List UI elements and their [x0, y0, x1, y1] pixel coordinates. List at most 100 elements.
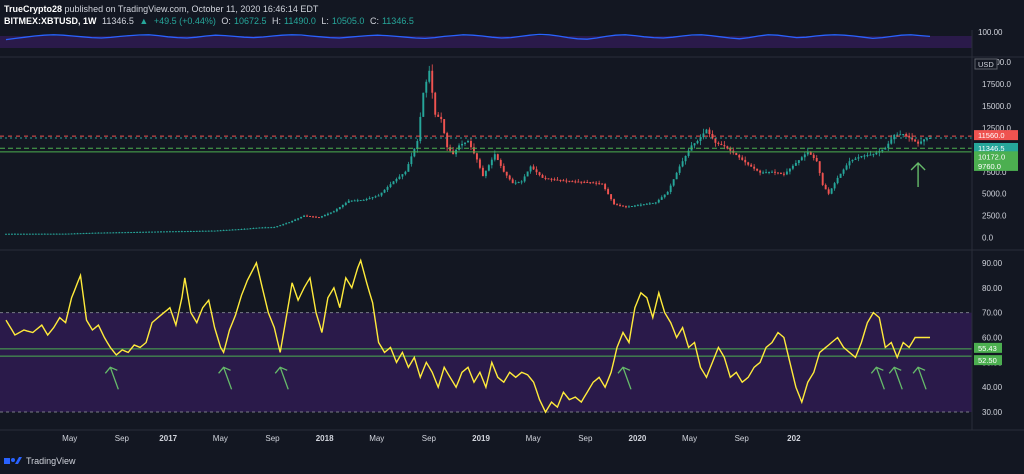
candle-body — [774, 171, 776, 173]
price-tick-label: 5000.0 — [982, 190, 1007, 199]
candle-body — [881, 149, 884, 152]
candle-body — [5, 233, 7, 235]
candle-body — [383, 189, 386, 193]
candle-body — [94, 232, 97, 234]
candle-body — [777, 172, 779, 174]
candle-body — [839, 173, 842, 178]
candle-body — [154, 231, 156, 233]
candle-body — [589, 182, 592, 184]
candle-body — [124, 232, 127, 234]
candle-body — [306, 215, 309, 217]
publisher-name[interactable]: TrueCrypto28 — [4, 4, 63, 14]
support-1-tag: 10172.0 — [978, 152, 1005, 161]
candle-body — [720, 143, 723, 146]
candle-body — [547, 178, 550, 180]
candle-body — [252, 228, 255, 230]
candle-body — [747, 162, 750, 165]
price-tick-label: 7500.0 — [982, 168, 1007, 177]
candle-body — [234, 229, 237, 231]
candle-body — [598, 183, 601, 185]
time-tick-label: Sep — [115, 434, 130, 443]
candle-body — [121, 232, 124, 234]
rsi-tick-label: 80.00 — [982, 284, 1003, 293]
candle-body — [467, 141, 469, 143]
candle-body — [651, 202, 654, 204]
currency-label: USD — [978, 60, 994, 69]
time-tick-label: May — [62, 434, 77, 443]
candle-body — [806, 151, 809, 155]
candle-body — [571, 181, 574, 183]
candle-body — [911, 137, 914, 140]
candle-body — [213, 230, 216, 232]
candle-body — [750, 164, 753, 167]
candle-body — [183, 231, 186, 233]
publish-line: TrueCrypto28 published on TradingView.co… — [4, 3, 417, 15]
price-change: +49.5 (+0.44%) — [153, 16, 216, 26]
candle-body — [127, 232, 130, 234]
candle-body — [893, 134, 896, 140]
candle-body — [419, 116, 422, 142]
rsi-tick-label: 70.00 — [982, 309, 1003, 318]
candle-body — [627, 206, 630, 208]
candle-body — [908, 135, 911, 138]
rsi-tick-label: 40.00 — [982, 383, 1003, 392]
rsi-arrow-icon — [218, 366, 233, 390]
candle-body — [663, 194, 666, 198]
candle-body — [16, 233, 19, 235]
time-tick-label: Sep — [265, 434, 280, 443]
candle-body — [657, 199, 660, 203]
rsi-upper-tag-bg — [974, 342, 1002, 353]
symbol-label[interactable]: BITMEX:XBTUSD, 1W — [4, 16, 97, 26]
candle-body — [323, 214, 326, 217]
candle-body — [258, 227, 261, 229]
candle-body — [920, 141, 923, 144]
candle-body — [222, 230, 225, 232]
candle-body — [809, 151, 812, 155]
candle-body — [595, 182, 598, 184]
candle-body — [478, 159, 481, 168]
candle-body — [833, 183, 836, 189]
candle-body — [723, 145, 726, 147]
candle-body — [22, 233, 25, 235]
candle-body — [362, 199, 365, 201]
high-label: H: — [272, 16, 281, 26]
candle-body — [243, 228, 246, 230]
candle-body — [106, 232, 109, 234]
candle-body — [76, 233, 79, 235]
candle-body — [642, 204, 645, 206]
candle-body — [803, 154, 806, 158]
candle-body — [142, 231, 145, 233]
candle-body — [446, 133, 449, 148]
candle-body — [407, 164, 410, 172]
candle-body — [425, 81, 428, 93]
candle-body — [917, 141, 920, 144]
candle-body — [225, 229, 228, 231]
candle-body — [899, 134, 902, 136]
support-1-tag-bg — [974, 151, 1018, 162]
candle-body — [422, 92, 425, 117]
candle-body — [198, 230, 201, 232]
candle-body — [586, 182, 589, 183]
rsi-line — [5, 258, 930, 414]
candle-body — [681, 161, 684, 167]
candle-body — [19, 233, 22, 235]
price-tick-label: 15000.0 — [982, 102, 1011, 111]
candle-body — [189, 231, 192, 233]
candle-body — [756, 168, 759, 171]
candle-body — [902, 134, 905, 135]
candle-body — [535, 169, 538, 173]
candle-body — [168, 231, 171, 233]
candle-body — [520, 181, 523, 183]
candle-body — [10, 233, 13, 235]
candle-body — [79, 233, 82, 235]
candle-body — [726, 146, 729, 149]
tradingview-footer[interactable]: TradingView — [4, 456, 76, 466]
tradingview-logo-icon — [4, 457, 22, 464]
candle-body — [863, 155, 866, 157]
low-label: L: — [321, 16, 329, 26]
candle-body — [613, 199, 616, 205]
candle-body — [622, 205, 624, 207]
candle-body — [52, 233, 55, 235]
candle-body — [318, 217, 320, 219]
candle-body — [854, 158, 857, 160]
